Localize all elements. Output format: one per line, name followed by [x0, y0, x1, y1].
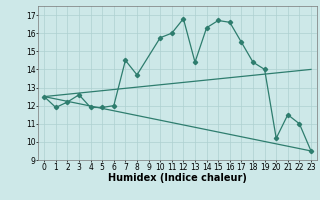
X-axis label: Humidex (Indice chaleur): Humidex (Indice chaleur) — [108, 173, 247, 183]
